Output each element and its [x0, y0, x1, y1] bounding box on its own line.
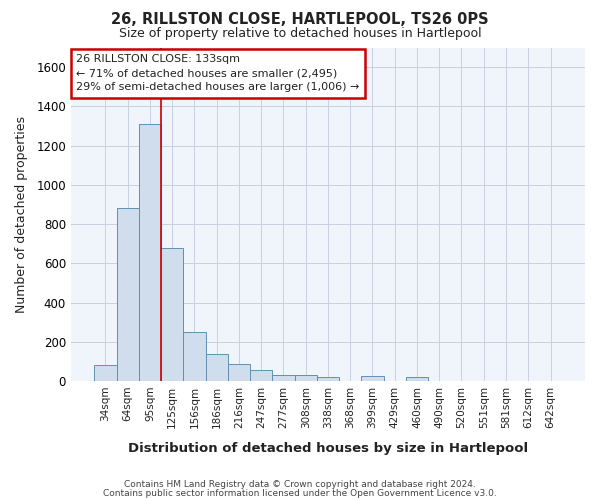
Bar	[139, 124, 161, 381]
Bar	[116, 208, 139, 381]
Bar	[228, 364, 250, 381]
Y-axis label: Number of detached properties: Number of detached properties	[15, 116, 28, 313]
Bar	[94, 366, 116, 381]
Bar	[206, 354, 228, 381]
Bar	[161, 248, 184, 381]
Text: 26 RILLSTON CLOSE: 133sqm
← 71% of detached houses are smaller (2,495)
29% of se: 26 RILLSTON CLOSE: 133sqm ← 71% of detac…	[76, 54, 359, 92]
Bar	[184, 332, 206, 381]
Text: Contains public sector information licensed under the Open Government Licence v3: Contains public sector information licen…	[103, 488, 497, 498]
Text: 26, RILLSTON CLOSE, HARTLEPOOL, TS26 0PS: 26, RILLSTON CLOSE, HARTLEPOOL, TS26 0PS	[111, 12, 489, 28]
Text: Size of property relative to detached houses in Hartlepool: Size of property relative to detached ho…	[119, 28, 481, 40]
Text: Contains HM Land Registry data © Crown copyright and database right 2024.: Contains HM Land Registry data © Crown c…	[124, 480, 476, 489]
Bar	[361, 376, 383, 381]
Bar	[406, 377, 428, 381]
Bar	[272, 375, 295, 381]
Bar	[295, 375, 317, 381]
Bar	[317, 377, 339, 381]
X-axis label: Distribution of detached houses by size in Hartlepool: Distribution of detached houses by size …	[128, 442, 528, 455]
Bar	[250, 370, 272, 381]
